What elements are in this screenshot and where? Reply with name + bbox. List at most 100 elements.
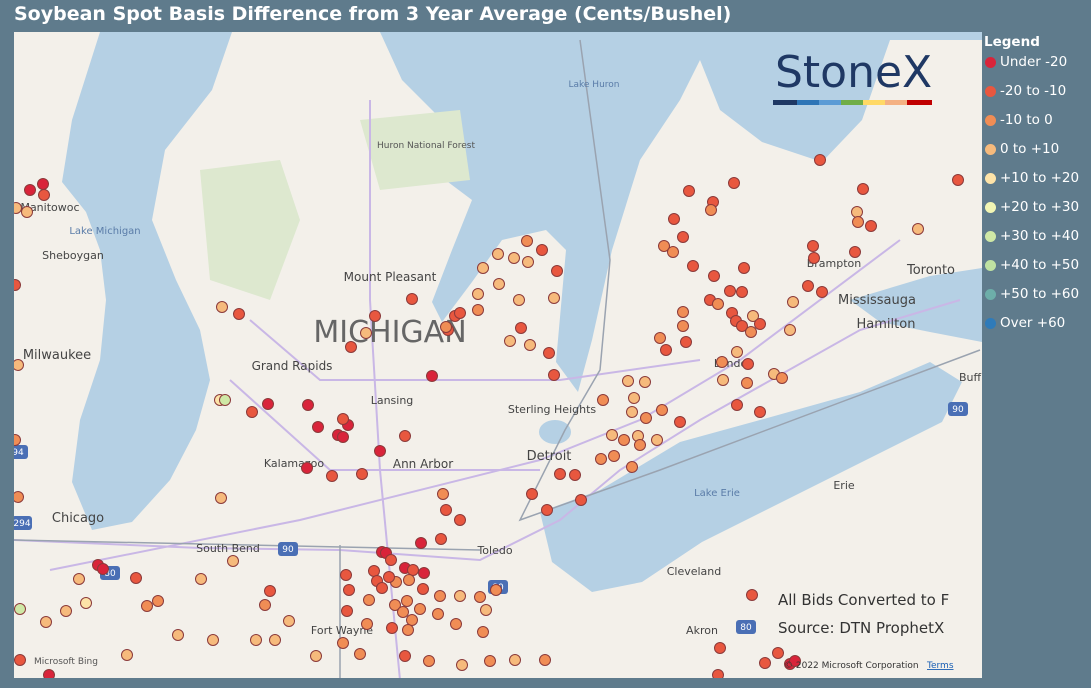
- location-dot[interactable]: [687, 260, 699, 272]
- location-dot[interactable]: [423, 655, 435, 667]
- location-dot[interactable]: [337, 413, 349, 425]
- location-dot[interactable]: [606, 429, 618, 441]
- location-dot[interactable]: [658, 240, 670, 252]
- location-dot[interactable]: [301, 462, 313, 474]
- location-dot[interactable]: [415, 537, 427, 549]
- location-dot[interactable]: [524, 339, 536, 351]
- location-dot[interactable]: [262, 398, 274, 410]
- location-dot[interactable]: [513, 294, 525, 306]
- location-dot[interactable]: [219, 394, 231, 406]
- location-dot[interactable]: [432, 608, 444, 620]
- location-dot[interactable]: [736, 286, 748, 298]
- location-dot[interactable]: [472, 288, 484, 300]
- location-dot[interactable]: [597, 394, 609, 406]
- location-dot[interactable]: [548, 369, 560, 381]
- location-dot[interactable]: [595, 453, 607, 465]
- location-dot[interactable]: [14, 603, 26, 615]
- location-dot[interactable]: [121, 649, 133, 661]
- location-dot[interactable]: [541, 504, 553, 516]
- location-dot[interactable]: [374, 445, 386, 457]
- location-dot[interactable]: [674, 416, 686, 428]
- location-dot[interactable]: [746, 589, 758, 601]
- location-dot[interactable]: [651, 434, 663, 446]
- location-dot[interactable]: [369, 310, 381, 322]
- location-dot[interactable]: [536, 244, 548, 256]
- location-dot[interactable]: [668, 213, 680, 225]
- location-dot[interactable]: [814, 154, 826, 166]
- location-dot[interactable]: [440, 321, 452, 333]
- location-dot[interactable]: [310, 650, 322, 662]
- location-dot[interactable]: [14, 202, 22, 214]
- location-dot[interactable]: [246, 406, 258, 418]
- location-dot[interactable]: [14, 491, 24, 503]
- location-dot[interactable]: [639, 376, 651, 388]
- location-dot[interactable]: [754, 318, 766, 330]
- location-dot[interactable]: [259, 599, 271, 611]
- location-dot[interactable]: [912, 223, 924, 235]
- location-dot[interactable]: [745, 326, 757, 338]
- location-dot[interactable]: [326, 470, 338, 482]
- location-dot[interactable]: [731, 346, 743, 358]
- location-dot[interactable]: [21, 206, 33, 218]
- location-dot[interactable]: [402, 624, 414, 636]
- location-dot[interactable]: [406, 614, 418, 626]
- location-dot[interactable]: [130, 572, 142, 584]
- location-dot[interactable]: [407, 564, 419, 576]
- location-dot[interactable]: [618, 434, 630, 446]
- location-dot[interactable]: [714, 642, 726, 654]
- location-dot[interactable]: [741, 377, 753, 389]
- location-dot[interactable]: [509, 654, 521, 666]
- terms-link[interactable]: Terms: [926, 661, 954, 671]
- location-dot[interactable]: [522, 256, 534, 268]
- location-dot[interactable]: [399, 430, 411, 442]
- location-dot[interactable]: [472, 304, 484, 316]
- location-dot[interactable]: [717, 374, 729, 386]
- location-dot[interactable]: [628, 392, 640, 404]
- location-dot[interactable]: [38, 189, 50, 201]
- location-dot[interactable]: [283, 615, 295, 627]
- location-dot[interactable]: [952, 174, 964, 186]
- location-dot[interactable]: [216, 301, 228, 313]
- location-dot[interactable]: [712, 298, 724, 310]
- location-dot[interactable]: [341, 605, 353, 617]
- location-dot[interactable]: [302, 399, 314, 411]
- location-dot[interactable]: [554, 468, 566, 480]
- location-dot[interactable]: [354, 648, 366, 660]
- location-dot[interactable]: [677, 320, 689, 332]
- location-dot[interactable]: [14, 279, 21, 291]
- location-dot[interactable]: [526, 488, 538, 500]
- location-dot[interactable]: [640, 412, 652, 424]
- location-dot[interactable]: [454, 307, 466, 319]
- location-dot[interactable]: [141, 600, 153, 612]
- location-dot[interactable]: [360, 327, 372, 339]
- location-dot[interactable]: [477, 626, 489, 638]
- location-dot[interactable]: [37, 178, 49, 190]
- location-dot[interactable]: [454, 590, 466, 602]
- location-dot[interactable]: [716, 356, 728, 368]
- location-dot[interactable]: [484, 655, 496, 667]
- location-dot[interactable]: [356, 468, 368, 480]
- location-dot[interactable]: [852, 216, 864, 228]
- location-dot[interactable]: [548, 292, 560, 304]
- location-dot[interactable]: [569, 469, 581, 481]
- location-dot[interactable]: [712, 669, 724, 679]
- location-dot[interactable]: [269, 634, 281, 646]
- location-dot[interactable]: [406, 293, 418, 305]
- location-dot[interactable]: [622, 375, 634, 387]
- location-dot[interactable]: [343, 584, 355, 596]
- location-dot[interactable]: [376, 582, 388, 594]
- location-dot[interactable]: [656, 404, 668, 416]
- location-dot[interactable]: [784, 324, 796, 336]
- location-dot[interactable]: [575, 494, 587, 506]
- location-dot[interactable]: [172, 629, 184, 641]
- location-dot[interactable]: [386, 622, 398, 634]
- location-dot[interactable]: [738, 262, 750, 274]
- location-dot[interactable]: [456, 659, 468, 671]
- location-dot[interactable]: [345, 341, 357, 353]
- location-dot[interactable]: [543, 347, 555, 359]
- location-dot[interactable]: [754, 406, 766, 418]
- location-dot[interactable]: [802, 280, 814, 292]
- location-dot[interactable]: [731, 399, 743, 411]
- location-dot[interactable]: [397, 606, 409, 618]
- location-dot[interactable]: [399, 650, 411, 662]
